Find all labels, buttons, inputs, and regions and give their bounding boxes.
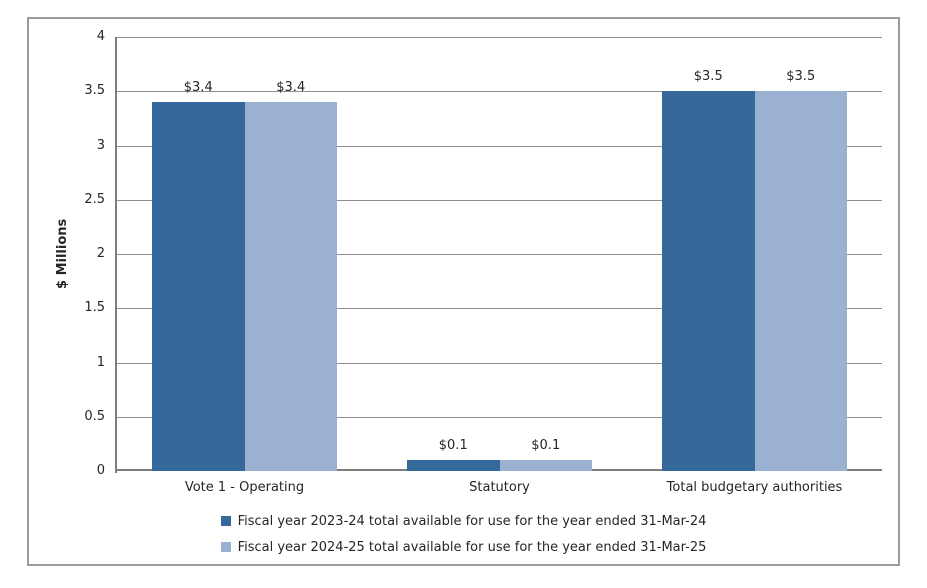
- y-axis-tick-label: 0: [96, 463, 105, 478]
- bar-series2-1[interactable]: [244, 102, 337, 471]
- y-axis-tick-label: 3: [96, 137, 105, 153]
- bar-series1-3[interactable]: [662, 91, 755, 471]
- data-label: $0.1: [438, 438, 468, 454]
- legend-item-series1[interactable]: Fiscal year 2023-24 total available for …: [29, 511, 898, 531]
- y-axis-line: [115, 37, 117, 473]
- gridline: [117, 308, 882, 309]
- gridline: [117, 200, 882, 201]
- y-axis-tick-label: 2: [96, 246, 105, 261]
- y-axis-tick-label: 0.5: [84, 408, 105, 424]
- gridline: [117, 146, 882, 147]
- legend-label: Fiscal year 2024-25 total available for …: [237, 539, 707, 555]
- legend-label: Fiscal year 2023-24 total available for …: [237, 513, 707, 529]
- category-label: Statutory: [469, 480, 530, 495]
- bar-series2-3[interactable]: [754, 91, 847, 471]
- y-axis-tick-label: 3.5: [84, 83, 105, 99]
- gridline: [117, 254, 882, 255]
- bar-series1-1[interactable]: [152, 102, 245, 471]
- legend-swatch-icon: [220, 516, 231, 526]
- chart-frame: $ Millions 0 0.5 1 1.5 2 2.5 3 3.5 4 $3.4 $0.1 $3.5…: [27, 17, 900, 566]
- y-axis-tick-label: 1: [96, 354, 105, 370]
- gridline: [117, 363, 882, 364]
- x-axis-labels: Vote 1 - Operating Statutory Total budgeta…: [117, 478, 882, 498]
- legend-swatch-icon: [220, 542, 231, 552]
- category-label: Vote 1 - Operating: [184, 480, 305, 495]
- y-axis-tick-label: 1.5: [84, 300, 105, 316]
- y-axis-tick-label: 2.5: [84, 191, 105, 207]
- data-label: $0.1: [531, 438, 561, 454]
- plot-area: 0 0.5 1 1.5 2 2.5 3 3.5 4 $3.4 $0.1 $3.5 $3.4 $0.1 $3.…: [84, 29, 882, 478]
- bar-series1-2[interactable]: [407, 460, 500, 471]
- gridline: [117, 91, 882, 92]
- gridline: [117, 37, 882, 38]
- gridline: [117, 417, 882, 418]
- data-label: $3.5: [786, 69, 816, 85]
- data-label: $3.5: [693, 69, 723, 85]
- y-axis-tick-label: 4: [96, 29, 105, 44]
- bar-series2-2[interactable]: [499, 460, 592, 471]
- legend-item-series2[interactable]: Fiscal year 2024-25 total available for …: [29, 537, 898, 557]
- data-label: $3.4: [276, 80, 306, 96]
- data-label: $3.4: [183, 80, 213, 96]
- category-label: Total budgetary authorities: [666, 480, 843, 495]
- legend: Fiscal year 2023-24 total available for …: [29, 511, 898, 563]
